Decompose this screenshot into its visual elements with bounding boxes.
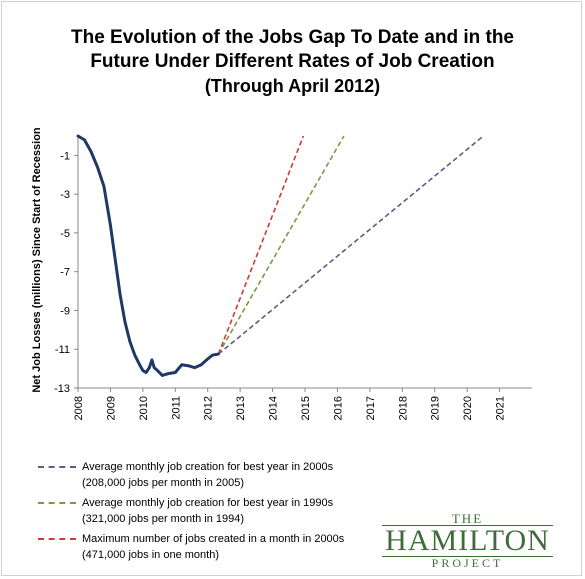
y-tick-label: -1: [60, 150, 70, 162]
legend-label: Average monthly job creation for best ye…: [82, 497, 334, 509]
legend-swatch: [38, 466, 76, 468]
projection-line-1: [217, 135, 484, 355]
y-tick-label: -5: [60, 228, 70, 240]
logo-project: PROJECT: [431, 556, 504, 570]
projection-line-3: [217, 135, 305, 355]
legend-label: Average monthly job creation for best ye…: [82, 461, 334, 473]
legend-note: (321,000 jobs per month in 1994): [82, 513, 245, 525]
legend-item: Average monthly job creation for best ye…: [38, 459, 344, 491]
x-tick-label: 2018: [397, 396, 409, 420]
y-tick-label: -7: [60, 267, 70, 279]
x-tick-label: 2019: [430, 396, 442, 420]
chart-title-line-1: The Evolution of the Jobs Gap To Date an…: [71, 27, 514, 48]
x-tick-label: 2008: [73, 396, 85, 420]
actual-jobs-gap-line: [76, 134, 220, 377]
legend-item: Maximum number of jobs created in a mont…: [38, 531, 344, 563]
x-tick-label: 2015: [300, 396, 312, 420]
chart-title-line-2: Future Under Different Rates of Job Crea…: [90, 51, 495, 72]
x-tick-label: 2009: [105, 396, 117, 420]
y-tick-label: -3: [60, 189, 70, 201]
logo-name: HAMILTON: [382, 525, 553, 557]
x-tick-label: 2016: [332, 396, 344, 420]
x-tick-label: 2010: [138, 396, 150, 420]
legend-note: (208,000 jobs per month in 2005): [82, 477, 245, 489]
legend-label: Maximum number of jobs created in a mont…: [82, 533, 345, 545]
chart-title: The Evolution of the Jobs Gap To Date an…: [0, 26, 585, 98]
hamilton-project-logo: THE HAMILTON PROJECT: [380, 512, 555, 570]
y-tick-label: -11: [55, 344, 70, 356]
legend-note: (471,000 jobs in one month): [82, 549, 219, 561]
y-tick-label: -9: [60, 305, 70, 317]
legend-item: Average monthly job creation for best ye…: [38, 495, 344, 527]
x-tick-label: 2020: [462, 396, 474, 420]
y-axis-title: Net Job Losses (millions) Since Start of…: [31, 127, 43, 393]
chart-legend: Average monthly job creation for best ye…: [38, 459, 344, 567]
x-tick-label: 2021: [495, 396, 507, 420]
legend-swatch: [38, 502, 76, 504]
chart-subtitle: (Through April 2012): [204, 76, 381, 96]
legend-swatch: [38, 538, 76, 540]
projection-line-2: [217, 135, 345, 355]
x-tick-label: 2011: [170, 396, 182, 420]
x-tick-label: 2012: [203, 396, 215, 420]
x-tick-label: 2013: [235, 396, 247, 420]
y-tick-label: -13: [54, 383, 70, 395]
x-tick-label: 2017: [365, 396, 377, 420]
x-tick-label: 2014: [268, 396, 280, 420]
logo-the: THE: [451, 511, 484, 526]
